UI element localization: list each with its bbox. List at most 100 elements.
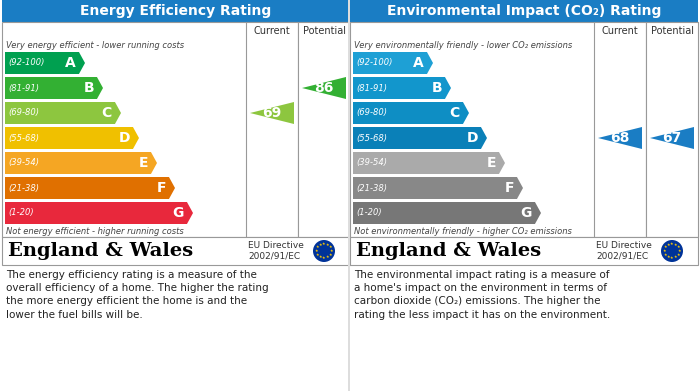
Bar: [5, 127, 133, 149]
Text: England & Wales: England & Wales: [356, 242, 541, 260]
Polygon shape: [463, 102, 469, 124]
Text: ★: ★: [663, 249, 666, 253]
Text: ★: ★: [328, 246, 332, 249]
Bar: [350, 237, 698, 265]
Polygon shape: [302, 77, 346, 99]
Text: 68: 68: [610, 131, 630, 145]
Text: ★: ★: [676, 246, 680, 249]
Text: C: C: [449, 106, 460, 120]
Text: (92-100): (92-100): [356, 59, 393, 68]
Bar: [5, 152, 151, 174]
Bar: [2, 0, 350, 22]
Text: (1-20): (1-20): [8, 208, 34, 217]
Text: England & Wales: England & Wales: [8, 242, 193, 260]
Text: D: D: [466, 131, 478, 145]
Text: ★: ★: [671, 256, 673, 260]
Text: (92-100): (92-100): [8, 59, 44, 68]
Text: G: G: [521, 206, 532, 220]
Text: ★: ★: [322, 242, 326, 246]
Bar: [646, 22, 698, 237]
Polygon shape: [517, 177, 523, 199]
Text: (55-68): (55-68): [8, 133, 39, 142]
Bar: [2, 22, 350, 237]
Text: E: E: [486, 156, 496, 170]
Text: Potential: Potential: [650, 26, 694, 36]
Text: G: G: [173, 206, 184, 220]
Text: ★: ★: [315, 249, 318, 253]
Polygon shape: [427, 52, 433, 74]
Bar: [5, 52, 79, 74]
Text: Potential: Potential: [302, 26, 346, 36]
Text: F: F: [156, 181, 166, 195]
Bar: [594, 22, 646, 237]
Text: ★: ★: [326, 243, 329, 247]
Text: Environmental Impact (CO₂) Rating: Environmental Impact (CO₂) Rating: [387, 4, 662, 18]
Bar: [2, 237, 350, 265]
Text: (39-54): (39-54): [356, 158, 387, 167]
Text: Not energy efficient - higher running costs: Not energy efficient - higher running co…: [6, 227, 183, 236]
Bar: [353, 102, 463, 124]
Text: ★: ★: [678, 249, 681, 253]
Text: (81-91): (81-91): [8, 84, 39, 93]
Bar: [5, 102, 115, 124]
Polygon shape: [535, 202, 541, 224]
Polygon shape: [115, 102, 121, 124]
Text: ★: ★: [318, 255, 322, 259]
Bar: [350, 22, 698, 237]
Text: Very environmentally friendly - lower CO₂ emissions: Very environmentally friendly - lower CO…: [354, 41, 573, 50]
Text: (69-80): (69-80): [8, 108, 39, 118]
Circle shape: [661, 240, 683, 262]
Text: B: B: [83, 81, 94, 95]
Polygon shape: [650, 127, 694, 149]
Text: ★: ★: [666, 255, 670, 259]
Text: ★: ★: [322, 256, 326, 260]
Polygon shape: [97, 77, 103, 99]
Polygon shape: [250, 102, 294, 124]
Text: ★: ★: [316, 246, 320, 249]
Text: ★: ★: [674, 243, 678, 247]
Text: B: B: [431, 81, 442, 95]
Text: ★: ★: [328, 253, 332, 256]
Polygon shape: [481, 127, 487, 149]
Text: (55-68): (55-68): [356, 133, 387, 142]
Text: ★: ★: [318, 243, 322, 247]
Text: (21-38): (21-38): [356, 183, 387, 192]
Polygon shape: [79, 52, 85, 74]
Text: ★: ★: [326, 255, 329, 259]
Text: C: C: [102, 106, 112, 120]
Text: ★: ★: [671, 242, 673, 246]
Polygon shape: [169, 177, 175, 199]
Bar: [298, 22, 350, 237]
Text: (1-20): (1-20): [356, 208, 382, 217]
Bar: [246, 22, 298, 237]
Text: ★: ★: [674, 255, 678, 259]
Text: (69-80): (69-80): [356, 108, 387, 118]
Polygon shape: [187, 202, 193, 224]
Polygon shape: [499, 152, 505, 174]
Text: EU Directive
2002/91/EC: EU Directive 2002/91/EC: [596, 241, 652, 261]
Text: Current: Current: [601, 26, 638, 36]
Text: (81-91): (81-91): [356, 84, 387, 93]
Polygon shape: [133, 127, 139, 149]
Bar: [5, 202, 187, 224]
Text: E: E: [139, 156, 148, 170]
Bar: [353, 52, 427, 74]
Text: (21-38): (21-38): [8, 183, 39, 192]
Text: 86: 86: [314, 81, 334, 95]
Text: EU Directive
2002/91/EC: EU Directive 2002/91/EC: [248, 241, 304, 261]
Text: The environmental impact rating is a measure of
a home's impact on the environme: The environmental impact rating is a mea…: [354, 270, 610, 319]
Text: ★: ★: [666, 243, 670, 247]
Bar: [350, 0, 698, 22]
Text: Very energy efficient - lower running costs: Very energy efficient - lower running co…: [6, 41, 184, 50]
Bar: [5, 77, 97, 99]
Text: 69: 69: [262, 106, 281, 120]
Text: D: D: [118, 131, 130, 145]
Text: Current: Current: [253, 26, 290, 36]
Bar: [353, 77, 445, 99]
Polygon shape: [598, 127, 642, 149]
Text: A: A: [413, 56, 424, 70]
Bar: [353, 177, 517, 199]
Text: (39-54): (39-54): [8, 158, 39, 167]
Text: A: A: [65, 56, 76, 70]
Polygon shape: [151, 152, 157, 174]
